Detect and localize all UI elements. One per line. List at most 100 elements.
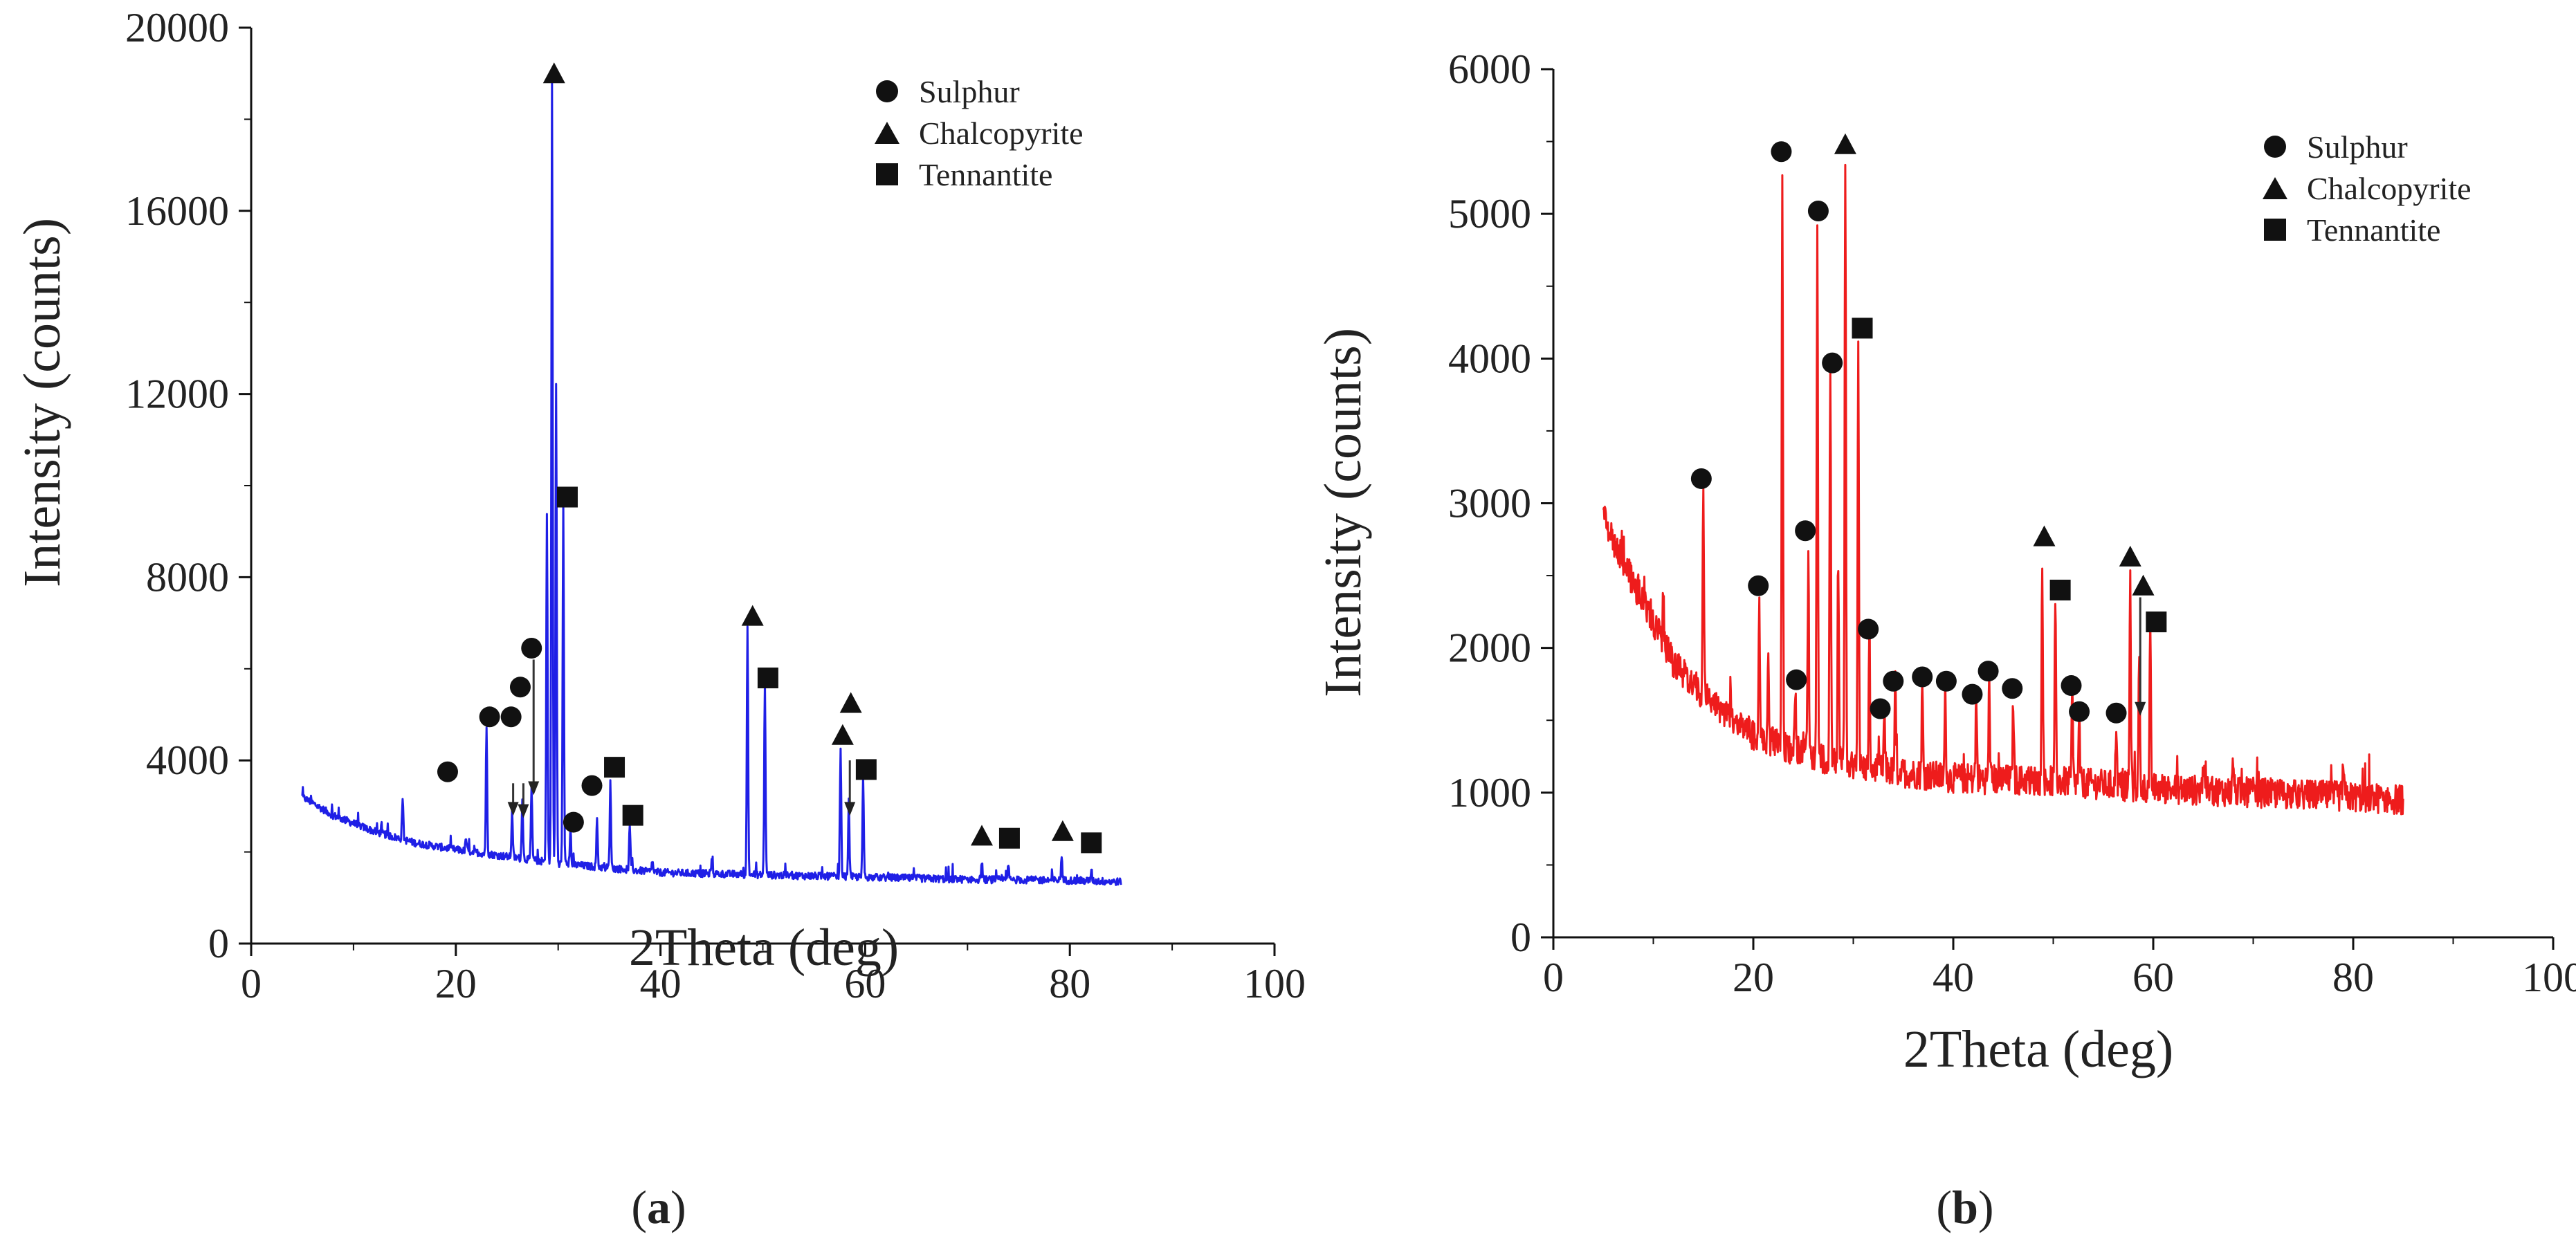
- legend-a-chalcopyrite-label: Chalcopyrite: [919, 116, 1084, 151]
- chart-a-sulphur-marker: [500, 706, 522, 728]
- chart-b-y-tick-label: 2000: [1448, 625, 1531, 671]
- chart-b-y-tick-label: 3000: [1448, 481, 1531, 526]
- chart-b-y-tick-label: 6000: [1448, 46, 1531, 92]
- chart-a-arrow-head: [518, 804, 529, 818]
- legend-a-chalcopyrite-marker: [875, 122, 899, 144]
- chart-b-y-tick-label: 4000: [1448, 335, 1531, 381]
- chart-a-tennantite-marker: [604, 757, 625, 778]
- legend-a-sulphur-label: Sulphur: [919, 74, 1020, 109]
- chart-b-x-axis-title: 2Theta (deg): [1903, 1020, 2173, 1078]
- chart-a-x-tick-label: 20: [435, 961, 477, 1006]
- legend-b-chalcopyrite-marker: [2263, 177, 2287, 199]
- chart-b-x-tick-label: 80: [2332, 955, 2374, 1000]
- chart-b-legend: Sulphur Chalcopyrite Tennantite: [2263, 129, 2472, 248]
- chart-a-y-tick-label: 16000: [125, 188, 229, 234]
- chart-a-sulphur-marker: [581, 775, 603, 796]
- chart-b-sulphur-marker: [1962, 683, 1983, 705]
- chart-a-chalcopyrite-marker: [741, 605, 764, 626]
- chart-a-tennantite-marker: [622, 805, 643, 826]
- legend-b-tennantite-label: Tennantite: [2307, 212, 2440, 248]
- chart-b-sulphur-marker: [2061, 675, 2082, 697]
- chart-a-x-tick-label: 60: [844, 961, 886, 1006]
- chart-b-sulphur-marker: [1977, 661, 1999, 682]
- chart-b-sulphur-marker: [1822, 352, 1843, 374]
- chart-a-sulphur-marker: [521, 638, 542, 659]
- chart-b-sulphur-marker: [2069, 701, 2090, 722]
- chart-b-y-axis-title: Intensity (counts): [1314, 328, 1372, 697]
- chart-b-sulphur-marker: [2105, 702, 2127, 724]
- legend-a-tennantite-label: Tennantite: [919, 157, 1052, 192]
- chart-b-sulphur-marker: [2002, 678, 2023, 699]
- chart-a-tennantite-marker: [557, 486, 578, 508]
- chart-a-sulphur-marker: [563, 811, 584, 833]
- chart-a-y-axis-title: Intensity (counts): [13, 218, 71, 587]
- chart-a-y-tick-label: 4000: [146, 737, 229, 783]
- chart-a-panel-label: (a): [631, 1181, 686, 1233]
- chart-b-sulphur-marker: [1795, 520, 1816, 542]
- chart-a-chalcopyrite-marker: [1051, 820, 1074, 841]
- chart-b-x-tick-label: 60: [2132, 955, 2174, 1000]
- chart-a-y-tick-label: 12000: [125, 371, 229, 417]
- chart-b-sulphur-marker: [1807, 200, 1829, 221]
- legend-a-tennantite-marker: [876, 163, 898, 185]
- chart-a-x-tick-label: 40: [640, 961, 682, 1006]
- chart-a-arrow-head: [844, 802, 856, 816]
- chart-a-tennantite-marker: [855, 759, 877, 780]
- chart-b-y-tick-label: 1000: [1448, 770, 1531, 816]
- chart-a-data-layer: [301, 62, 1122, 886]
- legend-b-chalcopyrite-label: Chalcopyrite: [2307, 171, 2472, 206]
- chart-b-x-tick-label: 40: [1933, 955, 1974, 1000]
- chart-a-chalcopyrite-marker: [839, 692, 862, 713]
- chart-a-tennantite-marker: [1081, 832, 1102, 854]
- chart-b-sulphur-marker: [1786, 669, 1807, 690]
- chart-a-chalcopyrite-marker: [542, 62, 565, 84]
- chart-b-x-tick-label: 0: [1543, 955, 1564, 1000]
- chart-b-chalcopyrite-marker: [2132, 574, 2155, 596]
- chart-a-legend: Sulphur Chalcopyrite Tennantite: [875, 74, 1084, 192]
- chart-b-x-tick-label: 100: [2522, 955, 2576, 1000]
- chart-a-arrow-head: [528, 781, 540, 796]
- legend-b-tennantite-marker: [2264, 219, 2286, 241]
- chart-a-x-axis-title: 2Theta (deg): [629, 919, 899, 977]
- chart-a-series-line: [301, 81, 1122, 886]
- chart-b-sulphur-marker: [1883, 670, 1904, 692]
- chart-a-arrow-head: [507, 802, 519, 816]
- chart-b-sulphur-marker: [1748, 575, 1769, 596]
- chart-panel-a: 0 20 40 60 80 100 0 4000 8000 12000 16000 20000 2Th…: [13, 5, 1306, 1233]
- chart-b-y-tick-label: 5000: [1448, 191, 1531, 237]
- chart-a-y-tick-label: 20000: [125, 5, 229, 50]
- chart-b-panel-label: (b): [1936, 1181, 1993, 1233]
- chart-b-sulphur-marker: [1935, 670, 1957, 692]
- chart-a-sulphur-marker: [479, 706, 500, 728]
- chart-b-x-tick-label: 20: [1733, 955, 1774, 1000]
- chart-b-sulphur-marker: [1912, 666, 1933, 688]
- chart-b-tennantite-marker: [2146, 612, 2167, 633]
- chart-b-sulphur-marker: [1690, 468, 1712, 489]
- chart-a-x-tick-label: 100: [1243, 961, 1306, 1006]
- chart-a-y-tick-label: 0: [208, 921, 229, 966]
- chart-b-chalcopyrite-marker: [1834, 133, 1856, 154]
- chart-a-x-tick-label: 80: [1049, 961, 1090, 1006]
- chart-b-chalcopyrite-marker: [2033, 525, 2056, 546]
- chart-a-y-tick-label: 8000: [146, 554, 229, 600]
- chart-b-tennantite-marker: [2049, 580, 2071, 600]
- chart-b-sulphur-marker: [1870, 698, 1891, 719]
- chart-b-sulphur-marker: [1771, 141, 1792, 163]
- chart-b-series-line: [1602, 163, 2404, 816]
- chart-a-axes: 0 20 40 60 80 100 0 4000 8000 12000 16000 20000: [125, 5, 1306, 1006]
- chart-b-sulphur-marker: [1858, 618, 1879, 640]
- legend-a-sulphur-marker: [876, 80, 898, 102]
- chart-a-tennantite-marker: [757, 668, 778, 689]
- chart-b-y-tick-label: 0: [1510, 914, 1531, 960]
- chart-a-sulphur-marker: [509, 677, 531, 698]
- chart-a-tennantite-marker: [998, 827, 1020, 849]
- chart-a-x-tick-label: 0: [241, 961, 262, 1006]
- chart-a-chalcopyrite-marker: [831, 724, 854, 745]
- chart-b-tennantite-marker: [1852, 318, 1873, 339]
- legend-b-sulphur-marker: [2264, 136, 2286, 158]
- chart-b-chalcopyrite-marker: [2119, 545, 2141, 567]
- chart-b-arrow-head: [2135, 701, 2146, 716]
